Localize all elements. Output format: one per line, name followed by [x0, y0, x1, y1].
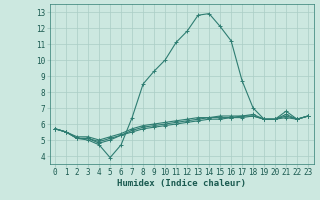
X-axis label: Humidex (Indice chaleur): Humidex (Indice chaleur) [117, 179, 246, 188]
